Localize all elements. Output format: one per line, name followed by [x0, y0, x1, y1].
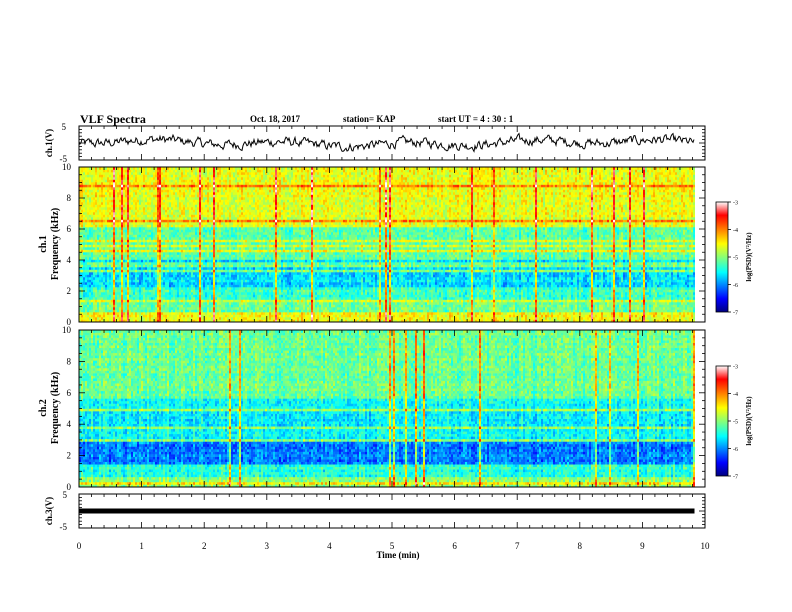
ch2-freq-tick-labels: 0 2 4 6 8 10 — [62, 325, 72, 492]
ch3-waveform-panel: 5 -5 ch.3(V) 0 1 2 3 4 5 6 7 8 9 10 Time (min) — [44, 490, 710, 560]
freq-tick-label: 8 — [67, 356, 72, 366]
time-tick-label: 10 — [701, 541, 711, 551]
vlf-spectra-figure: 5 -5 ch.1(V) 0246810 ch.1 Frequency (kHz… — [0, 0, 792, 612]
ch2-colorbar: -3 -4 -5 -6 -7 log(PSD)(V²/Hz) — [716, 365, 753, 481]
colorbar-tick-label: -7 — [733, 311, 738, 317]
ch2-colorbar-label: log(PSD)(V²/Hz) — [745, 396, 753, 446]
time-tick-label: 8 — [578, 541, 583, 551]
time-tick-label: 0 — [77, 541, 82, 551]
colorbar-tick-label: -3 — [733, 365, 738, 371]
ch1-colorbar: -3 -4 -5 -6 -7 log(PSD)(V²/Hz) — [716, 201, 753, 317]
time-tick-label: 4 — [327, 541, 332, 551]
time-tick-label: 1 — [139, 541, 144, 551]
time-tick-label: 7 — [515, 541, 520, 551]
freq-tick-label: 2 — [67, 451, 72, 461]
colorbar-tick-label: -6 — [733, 447, 738, 453]
ch1-colorbar-label: log(PSD)(V²/Hz) — [745, 232, 753, 282]
ch1-colorbar-ticks: -3 -4 -5 -6 -7 — [728, 201, 738, 317]
freq-tick-label: 6 — [67, 224, 72, 234]
colorbar-tick-label: -6 — [733, 283, 738, 289]
freq-tick-label: 10 — [62, 325, 72, 335]
colorbar-tick-label: -4 — [733, 228, 738, 234]
colorbar-tick-label: -3 — [733, 201, 738, 207]
ch1-waveform-panel: 5 -5 ch.1(V) — [44, 122, 705, 164]
time-tick-label: 9 — [640, 541, 645, 551]
ch1-ylabel: ch.1(V) — [44, 129, 54, 157]
freq-tick-label: 0 — [67, 482, 72, 492]
time-tick-label: 6 — [452, 541, 457, 551]
ch3-waveform-line — [79, 509, 695, 514]
colorbar-tick-label: -7 — [733, 475, 738, 481]
freq-tick-label: 10 — [62, 162, 72, 172]
ch2-spectrogram-image — [79, 330, 695, 487]
ch3-ytick-bottom: -5 — [60, 522, 68, 532]
freq-tick-label: 4 — [67, 255, 72, 265]
freq-tick-label: 2 — [67, 286, 72, 296]
freq-tick-label: 8 — [67, 193, 72, 203]
ch2-label: ch.2 — [38, 399, 49, 417]
freq-tick-label: 4 — [67, 419, 72, 429]
ch3-ylabel: ch.3(V) — [44, 497, 54, 525]
time-tick-label: 2 — [202, 541, 207, 551]
ch2-spectrogram-panel: 0 2 4 6 8 10 ch.2 Frequency (kHz) -3 -4 -5 -6 -7 … — [38, 325, 753, 492]
ch2-freq-ylabel: Frequency (kHz) — [50, 372, 61, 444]
ch1-ytick-top: 5 — [62, 122, 67, 132]
colorbar-tick-label: -5 — [733, 420, 738, 426]
ch1-freq-ylabel: Frequency (kHz) — [50, 208, 61, 280]
time-tick-label: 3 — [265, 541, 270, 551]
freq-tick-label: 6 — [67, 388, 72, 398]
ch1-spectrogram-image — [79, 167, 695, 322]
time-xlabel: Time (min) — [376, 550, 419, 560]
ch2-colorbar-ticks: -3 -4 -5 -6 -7 — [728, 365, 738, 481]
ch1-label: ch.1 — [38, 235, 49, 253]
ch3-ytick-top: 5 — [63, 490, 68, 500]
colorbar-tick-label: -5 — [733, 256, 738, 262]
colorbar-tick-label: -4 — [733, 392, 738, 398]
